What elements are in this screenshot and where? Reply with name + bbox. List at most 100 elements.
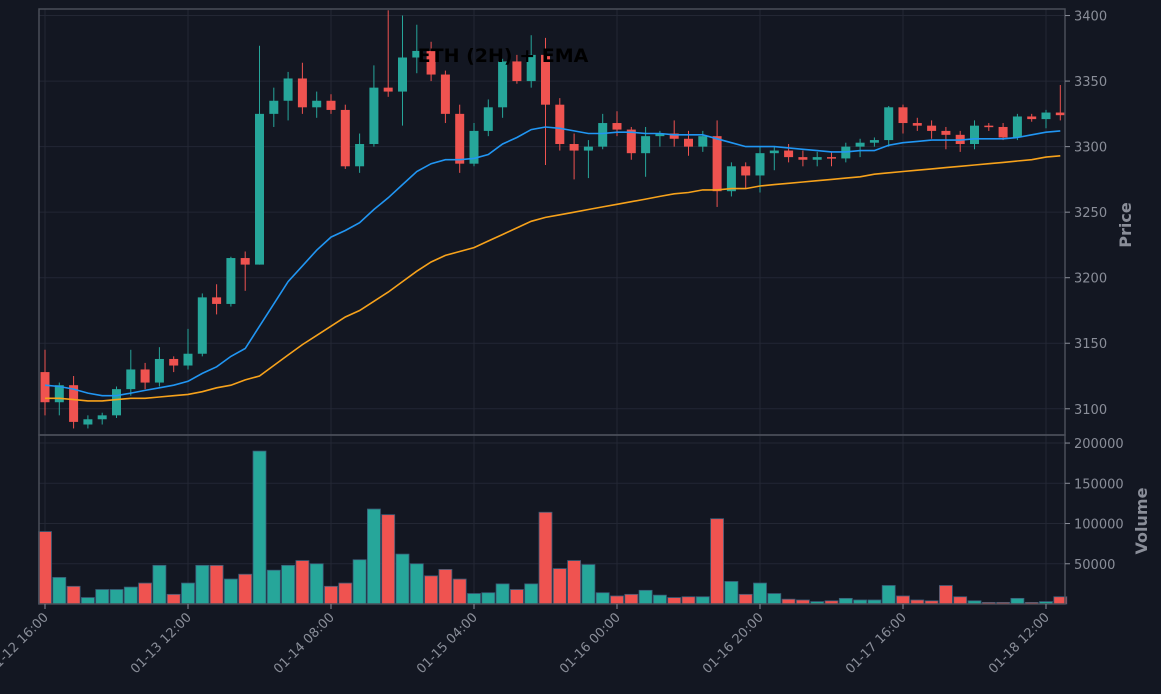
candle-up <box>855 142 865 147</box>
volume-bar <box>495 583 510 605</box>
candle-up <box>970 125 979 145</box>
candle-up <box>884 107 894 141</box>
candle-up <box>583 146 593 151</box>
candle-down <box>827 157 836 159</box>
candle-up <box>226 258 236 304</box>
volume-tick-label: 100000 <box>1074 518 1124 533</box>
ema-slow-line <box>45 155 1061 402</box>
volume-bar <box>223 578 238 605</box>
volume-bar <box>552 568 567 605</box>
volume-bar <box>409 563 424 605</box>
candle-down <box>984 125 994 128</box>
volume-axis-label: Volume <box>1132 487 1151 554</box>
candle-up <box>126 369 136 390</box>
candle-down <box>941 130 951 135</box>
price-tick-label: 3350 <box>1074 75 1107 90</box>
candle-down <box>1027 116 1037 120</box>
volume-bar <box>953 596 968 605</box>
volume-bar <box>724 581 739 605</box>
candle-down <box>555 104 565 145</box>
volume-bar <box>109 589 124 605</box>
volume-bar <box>638 589 653 605</box>
volume-bar <box>881 585 896 605</box>
candle-down <box>340 109 350 167</box>
price-tick-label: 3300 <box>1074 141 1107 156</box>
ema-fast-line <box>44 126 1061 397</box>
time-tick-label: 01-13 12:00 <box>128 610 195 677</box>
candle-down <box>741 166 751 176</box>
candle-down <box>69 385 79 422</box>
volume-tick-label: 150000 <box>1074 477 1124 492</box>
volume-panel-frame <box>38 434 1066 605</box>
candle-up <box>498 61 508 108</box>
candle-up <box>54 385 64 403</box>
volume-bar <box>767 593 782 605</box>
candle-up <box>154 358 164 383</box>
candle-up <box>483 107 493 131</box>
candle-down <box>912 123 922 126</box>
candle-down <box>684 138 693 147</box>
time-tick-label: 01-12 16:00 <box>0 610 52 677</box>
candle-up <box>726 166 736 192</box>
volume-bar <box>595 592 610 605</box>
volume-bar <box>896 595 910 605</box>
candle-up <box>1041 112 1051 120</box>
candle-up <box>655 133 665 137</box>
volume-bar <box>281 564 296 605</box>
candle-down <box>569 144 579 151</box>
candle-down <box>212 297 222 304</box>
volume-bar <box>309 563 324 605</box>
volume-bar <box>209 564 224 605</box>
volume-tick-label: 200000 <box>1074 437 1124 452</box>
candle-up <box>812 157 822 160</box>
candle-up <box>869 140 879 143</box>
volume-bar <box>624 593 639 605</box>
candle-up <box>112 389 121 416</box>
candle-up <box>1012 116 1022 138</box>
volume-bar <box>753 582 767 605</box>
candle-up <box>255 113 264 265</box>
volume-bar <box>667 597 682 605</box>
candle-up <box>197 297 207 354</box>
candle-down <box>612 123 622 130</box>
volume-bar <box>524 583 539 605</box>
candle-down <box>712 136 722 192</box>
candle-down <box>927 125 937 131</box>
volume-bar <box>195 564 210 605</box>
ema-lines <box>44 126 1061 402</box>
volume-bar <box>838 597 853 605</box>
volume-bar <box>52 577 67 605</box>
volume-bar <box>438 568 453 605</box>
volume-bar <box>66 585 81 605</box>
candles <box>40 10 1065 429</box>
candle-down <box>669 133 679 139</box>
time-tick-label: 01-17 16:00 <box>843 610 910 677</box>
candle-up <box>769 150 779 154</box>
volume-bar <box>166 593 181 605</box>
volume-bar <box>81 597 95 605</box>
candle-down <box>383 87 393 92</box>
candle-up <box>312 100 322 108</box>
time-tick-label: 01-16 20:00 <box>700 610 767 677</box>
volume-bar <box>181 582 195 605</box>
price-tick-label: 3400 <box>1074 10 1107 25</box>
candle-down <box>326 100 336 110</box>
candle-down <box>440 74 450 114</box>
volume-bar <box>481 592 496 605</box>
price-tick-label: 3200 <box>1074 272 1107 287</box>
price-panel-background <box>39 9 1065 435</box>
candle-up <box>755 153 765 176</box>
volume-bar <box>538 511 553 605</box>
volume-bar <box>939 585 953 605</box>
price-tick-label: 3250 <box>1074 206 1107 221</box>
volume-bar <box>738 593 753 605</box>
volume-bar <box>1010 597 1025 605</box>
candle-up <box>83 419 93 425</box>
candle-down <box>297 78 307 108</box>
price-axis-label: Price <box>1116 202 1135 248</box>
volume-bar <box>38 531 52 605</box>
volume-bar <box>610 595 624 605</box>
candle-down <box>512 61 522 82</box>
volume-bar <box>352 559 367 605</box>
